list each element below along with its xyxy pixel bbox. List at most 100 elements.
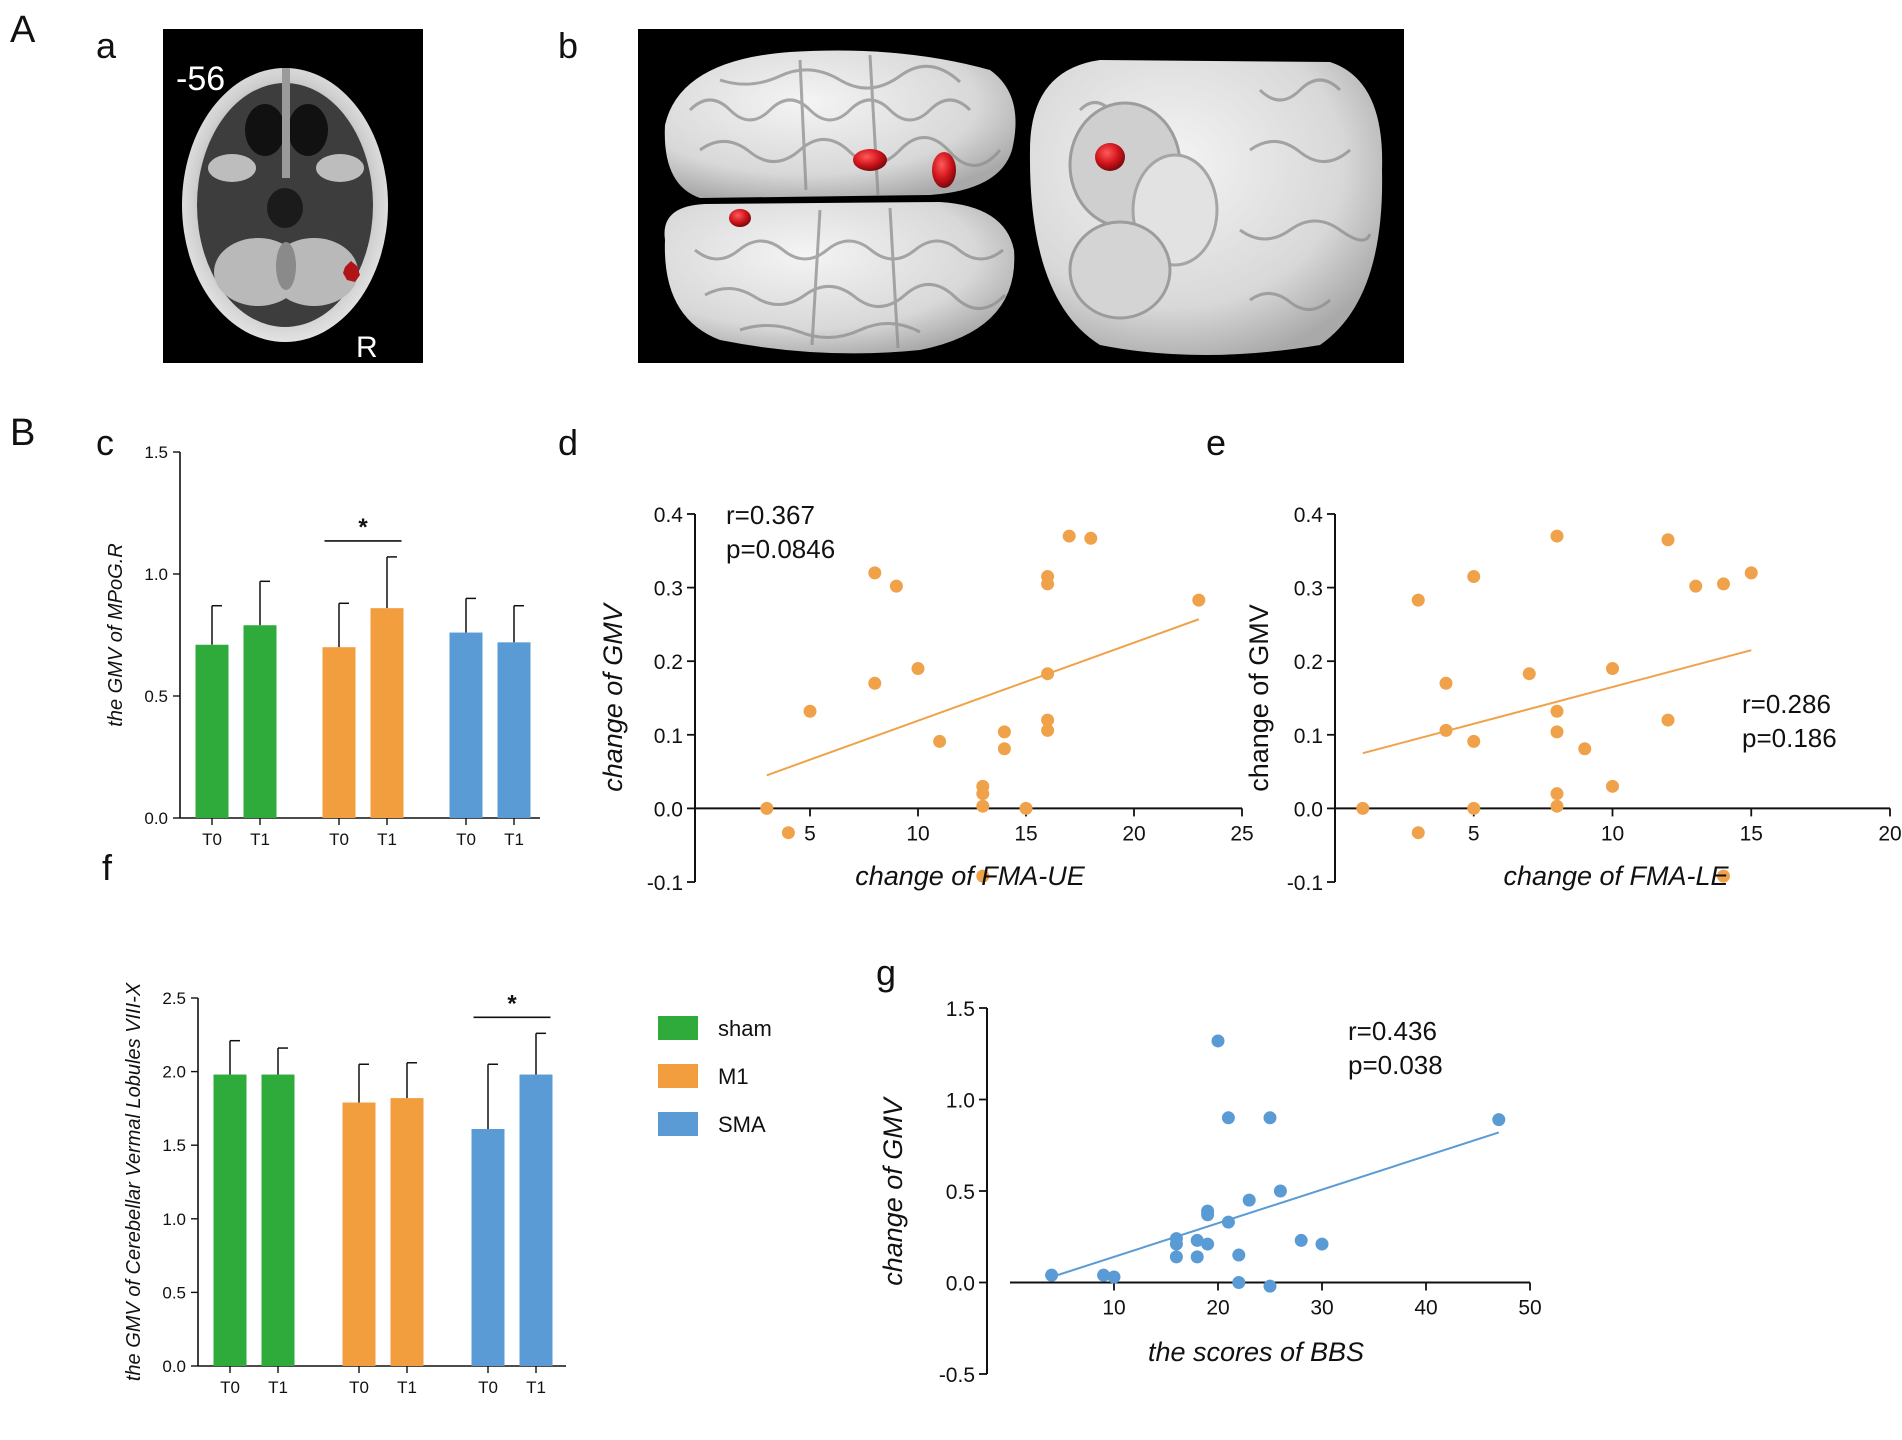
trend-line [1051,1131,1500,1278]
y-tick-label: 0.0 [144,809,168,828]
data-point [1492,1113,1506,1127]
x-tick-label: 15 [1740,822,1763,845]
data-point [1019,801,1033,815]
data-point [1263,1111,1277,1125]
data-point [1201,1237,1215,1251]
y-tick-label: 0.5 [144,687,168,706]
bar-M1-T1 [390,1098,424,1366]
x-tick-label: T1 [377,830,397,849]
bar-sham-T0 [195,644,229,818]
y-tick-label: 2.0 [162,1063,186,1082]
data-point [911,662,925,676]
data-point [1689,579,1703,593]
y-tick-label: 0.4 [1294,504,1324,527]
x-tick-label: T0 [329,830,349,849]
data-point [1578,742,1592,756]
data-point [1661,713,1675,727]
x-tick-label: 5 [804,822,816,845]
data-point [803,704,817,718]
x-tick-label: T1 [526,1378,546,1397]
y-tick-label: 0.1 [654,725,683,748]
data-point [976,787,990,801]
data-point [1084,531,1098,545]
x-tick-label: 30 [1310,1297,1333,1320]
y-tick-label: 1.5 [144,443,168,462]
bar-M1-T0 [322,647,356,818]
correlation-p: p=0.0846 [726,534,835,564]
legend-swatch-SMA [658,1112,698,1136]
y-tick-label: 0.0 [946,1273,975,1296]
data-point [976,799,990,813]
y-tick-label: 0.1 [1294,725,1323,748]
data-point [1467,734,1481,748]
x-axis-title: the scores of BBS [1148,1337,1364,1367]
x-tick-label: 25 [1230,822,1253,845]
chart-g-bbs-scatter: -0.5 0.0 0.5 1.0 1.5 10 20 30 40 50 r=0.436 p=0.038… [878,998,1542,1387]
data-point [1045,1268,1059,1282]
data-point [1263,1279,1277,1293]
data-point [1169,1232,1183,1246]
panel-label-b: b [558,25,578,66]
panel-label-B: B [10,412,35,454]
data-point [997,725,1011,739]
legend-label-SMA: SMA [718,1112,766,1137]
data-point [889,579,903,593]
data-point [1467,570,1481,584]
y-tick-label: 0.0 [654,798,683,821]
trend-line [766,618,1200,777]
data-point [1661,533,1675,547]
lesion-blob-1 [853,149,887,171]
bar-SMA-T1 [519,1074,553,1366]
chart-e-fma-le-scatter: -0.1 0.0 0.1 0.2 0.3 0.4 5 10 15 20 r=0.286 p=0.186… [1244,504,1902,895]
data-point [1211,1034,1225,1048]
data-point [1606,662,1619,676]
x-tick-label: T0 [478,1378,498,1397]
y-tick-label: 2.5 [162,989,186,1008]
x-tick-label: T1 [250,830,270,849]
panel-label-a: a [96,25,117,66]
data-point [1411,593,1425,607]
data-point [1097,1268,1111,1282]
brain-3d-renders [638,29,1404,363]
data-point [1315,1237,1329,1251]
bar-SMA-T0 [449,632,483,818]
chart-c-mpog-bar: 0.0 0.5 1.0 1.5 the GMV of MPoG.R T0 T1 T0 T1 * T0… [105,443,540,849]
data-point [1041,713,1055,727]
x-tick-label: 10 [906,822,929,845]
data-point [1232,1276,1246,1289]
data-point [1606,779,1619,793]
lesion-blob-3 [729,209,751,227]
chart-f-cerebellar-bar: 0.0 0.5 1.0 1.5 2.0 2.5 the GMV of Cerebellar … [123,982,566,1397]
x-tick-label: 20 [1206,1297,1229,1320]
correlation-r: r=0.367 [726,500,815,530]
trend-line [1362,649,1752,755]
data-point [1411,826,1425,840]
data-point [1107,1270,1121,1284]
correlation-r: r=0.286 [1742,689,1831,719]
x-tick-label: 15 [1014,822,1037,845]
data-point [1190,1250,1204,1264]
x-tick-label: 10 [1601,822,1624,845]
y-tick-label: 0.0 [162,1357,186,1376]
correlation-p: p=0.038 [1348,1050,1443,1080]
data-point [868,676,882,690]
correlation-p: p=0.186 [1742,723,1837,753]
data-point [1467,801,1481,815]
y-tick-label: 0.2 [1294,651,1323,674]
y-tick-label: 1.5 [946,998,975,1021]
data-point [1242,1193,1256,1207]
data-point [1550,704,1564,718]
data-point [1221,1111,1235,1125]
data-point [1550,529,1564,543]
mri-axial-slice: -56 R [163,29,423,364]
data-point [1550,725,1564,739]
significance-star: * [358,514,368,541]
legend-swatch-sham [658,1016,698,1040]
data-point [1169,1250,1183,1264]
significance-star: * [507,990,517,1017]
x-tick-label: 10 [1102,1297,1125,1320]
data-point [1550,787,1564,801]
y-tick-label: 1.5 [162,1136,186,1155]
x-tick-label: 20 [1122,822,1145,845]
data-point [1041,667,1055,681]
